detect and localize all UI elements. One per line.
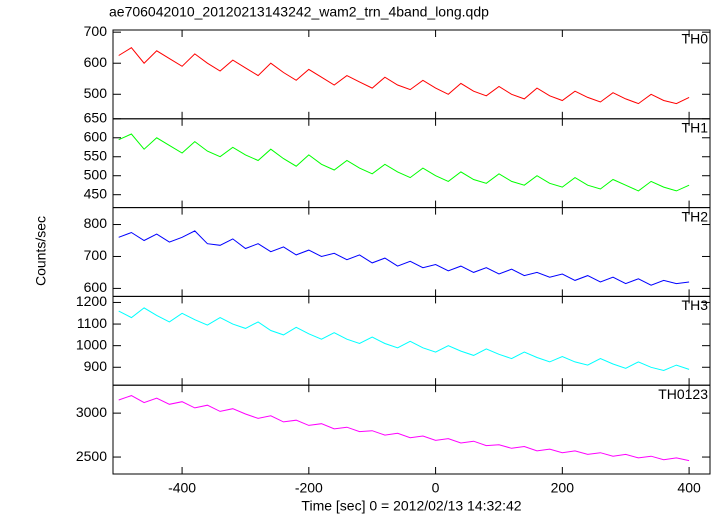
y-tick-label: 1200 <box>76 293 107 309</box>
panel-label: TH0123 <box>658 386 708 402</box>
y-axis-label: Counts/sec <box>33 216 49 286</box>
y-tick-label: 3000 <box>76 404 107 420</box>
panel-label: TH2 <box>682 208 709 224</box>
y-tick-label: 650 <box>84 110 108 126</box>
data-line <box>118 307 690 372</box>
data-line <box>118 133 690 192</box>
chart-title: ae706042010_20120213143242_wam2_trn_4ban… <box>109 4 489 20</box>
y-tick-label: 450 <box>84 185 108 201</box>
x-axis-label: Time [sec] 0 = 2012/02/13 14:32:42 <box>301 498 521 514</box>
x-tick-label: -400 <box>168 480 196 496</box>
data-line <box>118 230 690 286</box>
y-tick-label: 2500 <box>76 448 107 464</box>
y-tick-label: 1000 <box>76 336 107 352</box>
x-tick-label: 0 <box>432 480 440 496</box>
panel-frame <box>112 207 711 297</box>
y-tick-label: 700 <box>84 247 108 263</box>
data-line <box>118 47 690 105</box>
y-tick-label: 600 <box>84 279 108 295</box>
x-tick-label: 200 <box>551 480 575 496</box>
panel-label: TH0 <box>682 31 709 47</box>
y-tick-label: 600 <box>84 128 108 144</box>
y-tick-label: 1100 <box>77 315 107 331</box>
y-tick-label: 500 <box>84 166 108 182</box>
data-line <box>118 395 690 462</box>
panel-frame <box>112 295 711 386</box>
panel-label: TH1 <box>682 120 709 136</box>
y-tick-label: 550 <box>84 147 108 163</box>
y-tick-label: 800 <box>84 215 108 231</box>
y-tick-label: 900 <box>84 358 108 374</box>
panel-label: TH3 <box>682 297 709 313</box>
y-tick-label: 500 <box>84 85 108 101</box>
panel-frame <box>112 29 711 120</box>
x-tick-label: 400 <box>677 480 701 496</box>
panel-frame <box>112 384 711 475</box>
panel-frame <box>112 118 711 209</box>
x-tick-label: -200 <box>295 480 323 496</box>
y-tick-label: 700 <box>84 23 108 39</box>
y-tick-label: 600 <box>84 54 108 70</box>
